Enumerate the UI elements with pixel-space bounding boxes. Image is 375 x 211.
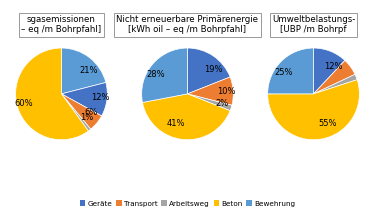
Text: 12%: 12% — [91, 93, 110, 102]
Wedge shape — [268, 80, 359, 140]
Title: Umweltbelastungs-
[UBP /m Bohrpf: Umweltbelastungs- [UBP /m Bohrpf — [272, 15, 355, 34]
Legend: Geräte, Transport, Arbeitsweg, Beton, Bewehrung: Geräte, Transport, Arbeitsweg, Beton, Be… — [76, 197, 298, 210]
Wedge shape — [188, 48, 230, 94]
Wedge shape — [16, 48, 88, 140]
Wedge shape — [188, 77, 233, 105]
Wedge shape — [62, 94, 91, 131]
Wedge shape — [314, 48, 345, 94]
Wedge shape — [62, 48, 106, 94]
Text: 28%: 28% — [146, 70, 165, 79]
Text: 6%: 6% — [84, 108, 98, 117]
Text: 10%: 10% — [217, 88, 236, 96]
Text: 25%: 25% — [274, 68, 292, 77]
Wedge shape — [188, 94, 232, 111]
Text: 1%: 1% — [80, 113, 93, 122]
Text: 12%: 12% — [324, 62, 343, 71]
Wedge shape — [314, 61, 355, 94]
Text: 21%: 21% — [80, 66, 98, 75]
Text: 19%: 19% — [204, 65, 223, 74]
Wedge shape — [142, 94, 230, 140]
Text: 41%: 41% — [166, 119, 185, 128]
Text: 55%: 55% — [318, 119, 337, 128]
Wedge shape — [268, 48, 314, 94]
Title: sgasemissionen
– eq /m Bohrpfahl]: sgasemissionen – eq /m Bohrpfahl] — [21, 15, 102, 34]
Wedge shape — [314, 74, 357, 94]
Title: Nicht erneuerbare Primärenergie
[kWh oil – eq /m Bohrpfahl]: Nicht erneuerbare Primärenergie [kWh oil… — [117, 15, 258, 34]
Wedge shape — [62, 83, 107, 116]
Wedge shape — [62, 94, 102, 129]
Text: 2%: 2% — [216, 99, 229, 108]
Text: 60%: 60% — [15, 99, 33, 108]
Wedge shape — [142, 48, 188, 103]
